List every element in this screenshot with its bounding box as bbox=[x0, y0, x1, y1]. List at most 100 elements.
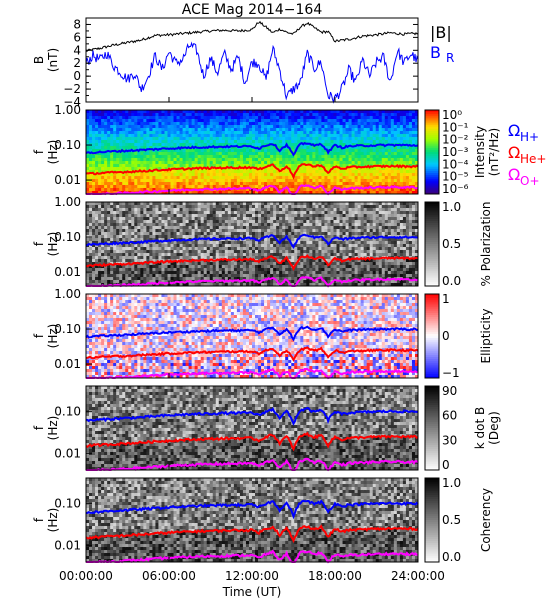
spectrogram-cell bbox=[248, 152, 253, 156]
spectrogram-cell bbox=[194, 232, 199, 236]
spectrogram-cell bbox=[104, 188, 108, 192]
spectrogram-cell bbox=[227, 149, 232, 153]
spectrogram-cell bbox=[270, 265, 274, 269]
spectrogram-cell bbox=[233, 214, 238, 218]
spectrogram-cell bbox=[134, 280, 138, 284]
spectrogram-cell bbox=[131, 220, 135, 224]
spectrogram-cell bbox=[393, 161, 398, 165]
spectrogram-cell bbox=[107, 277, 111, 281]
spectrogram-cell bbox=[414, 125, 419, 129]
spectrogram-cell bbox=[110, 185, 114, 189]
spectrogram-cell bbox=[140, 143, 144, 147]
spectrogram-cell bbox=[255, 244, 259, 248]
spectrogram-cell bbox=[242, 176, 247, 180]
spectrogram-cell bbox=[215, 244, 220, 248]
spectrogram-cell bbox=[273, 214, 277, 218]
spectrogram-cell bbox=[116, 265, 120, 269]
spectrogram-cell bbox=[173, 226, 177, 230]
spectrogram-cell bbox=[345, 164, 349, 168]
spectrogram-cell bbox=[351, 167, 356, 171]
spectrogram-cell bbox=[224, 158, 229, 162]
spectrogram-cell bbox=[128, 208, 132, 212]
spectrogram-cell bbox=[161, 122, 165, 126]
spectrogram-cell bbox=[194, 271, 199, 275]
spectrogram-cell bbox=[86, 140, 90, 144]
spectrogram-cell bbox=[191, 229, 196, 233]
spectrogram-cell bbox=[176, 247, 180, 251]
spectrogram-cell bbox=[239, 125, 244, 129]
spectrogram-cell bbox=[345, 110, 349, 114]
spectrogram-cell bbox=[116, 274, 120, 278]
spectrogram-cell bbox=[125, 113, 129, 117]
spectrogram-cell bbox=[258, 268, 262, 272]
spectrogram-cell bbox=[167, 271, 171, 275]
spectrogram-cell bbox=[324, 179, 328, 183]
spectrogram-cell bbox=[239, 232, 244, 236]
spectrogram-cell bbox=[113, 155, 117, 159]
spectrogram-cell bbox=[236, 271, 241, 275]
spectrogram-cell bbox=[255, 247, 259, 251]
spectrogram-cell bbox=[354, 110, 359, 114]
spectrogram-cell bbox=[303, 122, 307, 126]
spectrogram-cell bbox=[408, 164, 413, 168]
spectrogram-cell bbox=[276, 131, 280, 135]
spectrogram-cell bbox=[248, 164, 253, 168]
spectrogram-cell bbox=[212, 143, 217, 147]
spectrogram-cell bbox=[285, 158, 289, 162]
spectrogram-cell bbox=[267, 250, 271, 254]
spectrogram-cell bbox=[128, 155, 132, 159]
spectrogram-cell bbox=[161, 271, 165, 275]
spectrogram-cell bbox=[89, 283, 93, 287]
spectrogram-cell bbox=[245, 149, 250, 153]
spectrogram-cell bbox=[261, 202, 265, 206]
colorbar-cell bbox=[425, 120, 439, 123]
spectrogram-cell bbox=[321, 167, 325, 171]
spectrogram-cell bbox=[342, 113, 346, 117]
spectrogram-cell bbox=[182, 235, 186, 239]
spectrogram-cell bbox=[294, 140, 298, 144]
spectrogram-cell bbox=[215, 223, 220, 227]
spectrogram-cell bbox=[366, 149, 371, 153]
spectrogram-cell bbox=[176, 244, 180, 248]
spectrogram-cell bbox=[224, 128, 229, 132]
spectrogram-cell bbox=[215, 268, 220, 272]
spectrogram-cell bbox=[255, 170, 259, 174]
colorbar-cell bbox=[425, 145, 439, 149]
spectrogram-cell bbox=[387, 179, 392, 183]
spectrogram-cell bbox=[221, 262, 226, 266]
spectrogram-cell bbox=[351, 134, 356, 138]
spectrogram-cell bbox=[297, 140, 301, 144]
spectrogram-cell bbox=[327, 161, 331, 165]
spectrogram-cell bbox=[158, 158, 162, 162]
spectrogram-cell bbox=[170, 164, 174, 168]
spectrogram-cell bbox=[188, 143, 193, 147]
spectrogram-cell bbox=[291, 170, 295, 174]
spectrogram-cell bbox=[351, 110, 356, 114]
spectrogram-cell bbox=[411, 182, 416, 186]
spectrogram-cell bbox=[197, 235, 202, 239]
spectrogram-cell bbox=[248, 173, 253, 177]
spectrogram-cell bbox=[176, 262, 180, 266]
spectrogram-cell bbox=[101, 247, 105, 251]
spectrogram-cell bbox=[333, 140, 337, 144]
spectrogram-cell bbox=[191, 265, 196, 269]
spectrogram-cell bbox=[92, 179, 96, 183]
spectrogram-cell bbox=[270, 220, 274, 224]
spectrogram-cell bbox=[197, 152, 202, 156]
spectrogram-cell bbox=[128, 229, 132, 233]
spectrogram-cell bbox=[104, 262, 108, 266]
spectrogram-cell bbox=[107, 205, 111, 209]
spectrogram-cell bbox=[134, 173, 138, 177]
spectrogram-cell bbox=[318, 119, 322, 123]
spectrogram-cell bbox=[288, 116, 292, 120]
spectrogram-cell bbox=[221, 232, 226, 236]
spectrogram-cell bbox=[143, 122, 147, 126]
spectrogram-cell bbox=[218, 214, 223, 218]
spectrogram-cell bbox=[245, 155, 250, 159]
spectrogram-cell bbox=[393, 182, 398, 186]
spectrogram-cell bbox=[345, 176, 349, 180]
spectrogram-cell bbox=[212, 179, 217, 183]
spectrogram-cell bbox=[200, 235, 205, 239]
spectrogram-cell bbox=[369, 137, 374, 141]
spectrogram-cell bbox=[140, 259, 144, 263]
